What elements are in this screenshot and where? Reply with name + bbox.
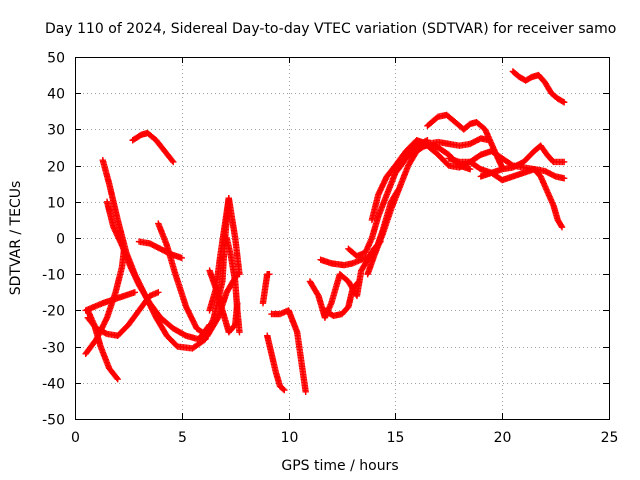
y-tick-label: -20	[42, 304, 65, 320]
y-tick-label: 50	[47, 51, 65, 67]
data-point	[170, 158, 177, 166]
x-tick-label: 15	[387, 430, 405, 446]
data-point	[236, 271, 243, 278]
data-point	[558, 222, 565, 230]
series-track-15	[268, 307, 309, 396]
y-axis-label: SDTVAR / TECUs	[8, 181, 24, 296]
data-point	[266, 271, 273, 278]
chart-title: Day 110 of 2024, Sidereal Day-to-day VTE…	[45, 21, 616, 37]
y-tick-label: 20	[47, 160, 65, 176]
series-track-18	[321, 278, 363, 320]
axis-ticks: 0 5 10 15 20 25 -50 -40 -30 -20 -10 0 10 20 30 40 50	[42, 51, 618, 447]
y-tick-label: -50	[42, 413, 65, 429]
data-point	[355, 278, 363, 285]
series-track-24	[445, 155, 568, 184]
x-tick-label: 20	[494, 430, 512, 446]
x-tick-label: 5	[178, 430, 187, 446]
data-point	[236, 328, 243, 336]
data-point	[114, 375, 121, 383]
data-points	[82, 68, 568, 396]
data-point	[281, 386, 288, 394]
data-point	[120, 245, 128, 253]
series-track-12	[223, 234, 243, 336]
data-point	[560, 158, 568, 166]
x-tick-label: 10	[281, 430, 299, 446]
y-tick-label: 10	[47, 196, 65, 212]
data-point	[560, 99, 568, 106]
grid-lines	[75, 57, 609, 419]
data-point	[559, 98, 567, 105]
y-tick-label: 40	[47, 87, 65, 103]
data-point	[178, 254, 185, 262]
y-tick-label: 30	[47, 123, 65, 139]
series-track-13	[259, 271, 273, 307]
data-point	[466, 166, 474, 173]
data-point	[155, 289, 162, 296]
y-tick-label: 0	[56, 232, 65, 248]
data-point	[302, 388, 309, 396]
series-track-14	[264, 332, 288, 394]
y-tick-label: -30	[42, 341, 65, 357]
series-track-21	[364, 135, 493, 278]
series-track-11	[206, 194, 243, 314]
series-track-19	[345, 137, 431, 260]
y-tick-label: -40	[42, 377, 65, 393]
series-track-25	[477, 142, 568, 180]
x-axis-label: GPS time / hours	[281, 458, 398, 474]
data-point	[560, 175, 568, 182]
series-track-22	[392, 142, 566, 231]
x-tick-label: 25	[601, 430, 619, 446]
data-point	[558, 223, 566, 231]
series-track-6	[84, 307, 121, 383]
data-point	[169, 157, 176, 164]
plot-frame	[75, 57, 610, 420]
series-track-7	[129, 129, 177, 166]
series-track-5	[82, 289, 139, 314]
data-point	[280, 385, 287, 393]
data-point	[354, 279, 362, 286]
x-tick-label: 0	[71, 430, 80, 446]
series-track-26	[509, 68, 568, 106]
y-tick-label: -10	[42, 268, 65, 284]
series-track-8	[135, 238, 185, 262]
data-point	[113, 374, 120, 382]
series-track-20	[368, 137, 474, 224]
data-point	[131, 289, 139, 296]
